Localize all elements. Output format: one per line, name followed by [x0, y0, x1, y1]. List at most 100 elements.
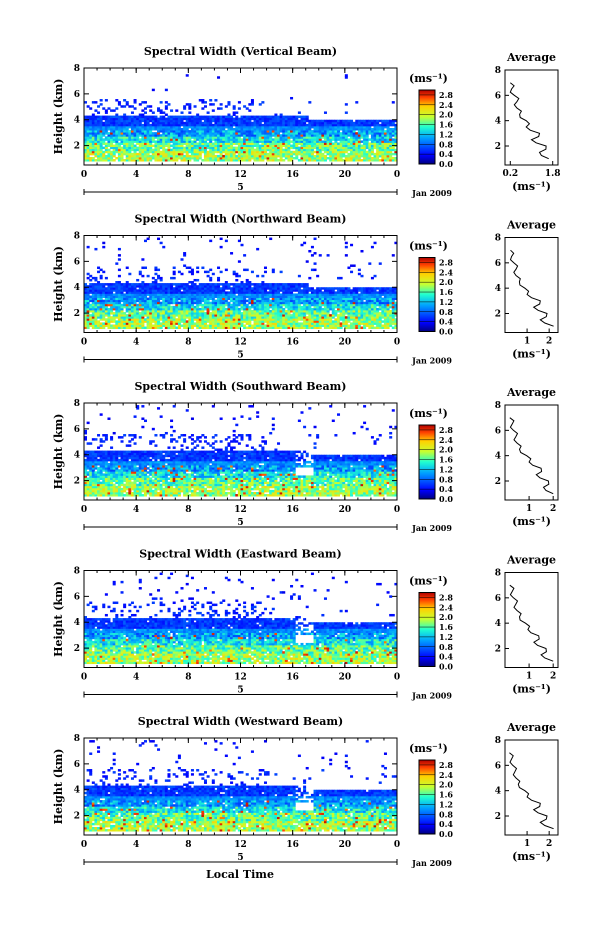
- heatmap-cell: [110, 320, 114, 323]
- heatmap-cell: [198, 283, 202, 286]
- heatmap-cell: [282, 293, 286, 296]
- heatmap-cell: [164, 322, 168, 325]
- heatmap-cell: [266, 146, 270, 150]
- heatmap-cell: [104, 301, 108, 305]
- heatmap-cell: [177, 289, 181, 292]
- heatmap-cell: [201, 115, 205, 119]
- heatmap-cell: [214, 301, 218, 305]
- heatmap-cell: [355, 128, 359, 131]
- heatmap-cell: [290, 295, 294, 298]
- heatmap-cell: [203, 142, 207, 145]
- panel-2: Spectral Width (Northward Beam)0 4 8 12 16 20…: [52, 213, 559, 366]
- heatmap-cell: [378, 134, 382, 137]
- heatmap-cell: [282, 142, 286, 145]
- heatmap-cell: [99, 130, 103, 133]
- heatmap-cell: [138, 134, 142, 137]
- heatmap-cell: [305, 144, 309, 148]
- heatmap-cell: [313, 310, 317, 313]
- heatmap-cell: [271, 130, 275, 133]
- heatmap-cell: [130, 303, 134, 307]
- heatmap-cell: [138, 285, 142, 288]
- heatmap-cell: [170, 301, 174, 305]
- heatmap-cell: [230, 310, 234, 313]
- heatmap-cell: [269, 121, 273, 125]
- heatmap-cell: [274, 301, 278, 305]
- heatmap-cell: [279, 121, 283, 125]
- heatmap-cell: [347, 156, 351, 160]
- heatmap-cell: [240, 125, 244, 129]
- heatmap-cell: [133, 291, 137, 294]
- heatmap-cell: [258, 314, 262, 317]
- heatmap-cell: [303, 142, 307, 145]
- heatmap-cell: [279, 117, 283, 121]
- heatmap-cell: [133, 99, 137, 102]
- heatmap-cell: [151, 281, 155, 284]
- heatmap-cell: [350, 312, 354, 315]
- heatmap-cell: [203, 270, 207, 274]
- heatmap-cell: [355, 123, 359, 127]
- heatmap-cell: [237, 152, 241, 156]
- heatmap-cell: [209, 295, 213, 298]
- heatmap-cell: [295, 307, 299, 311]
- heatmap-cell: [240, 291, 244, 294]
- heatmap-cell: [151, 119, 155, 123]
- heatmap-cell: [115, 107, 119, 110]
- heatmap-cell: [86, 142, 90, 145]
- heatmap-cell: [151, 115, 155, 119]
- heatmap-cell: [120, 316, 124, 319]
- heatmap-cell: [123, 99, 127, 102]
- heatmap-cell: [243, 105, 247, 108]
- heatmap-cell: [297, 134, 301, 137]
- heatmap-cell: [326, 146, 330, 150]
- heatmap-cell: [154, 144, 158, 148]
- heatmap-cell: [130, 119, 134, 123]
- heatmap-cell: [214, 283, 218, 286]
- heatmap-cell: [282, 152, 286, 156]
- heatmap-cell: [196, 303, 200, 307]
- heatmap-cell: [136, 136, 140, 139]
- heatmap-cell: [243, 293, 247, 296]
- heatmap-cell: [274, 150, 278, 154]
- heatmap-cell: [117, 291, 121, 294]
- heatmap-cell: [310, 287, 314, 290]
- heatmap-cell: [110, 312, 114, 315]
- heatmap-cell: [373, 119, 377, 123]
- heatmap-cell: [94, 299, 98, 303]
- heatmap-cell: [146, 119, 150, 123]
- heatmap-cell: [258, 119, 262, 123]
- heatmap-cell: [303, 297, 307, 301]
- heatmap-cell: [170, 305, 174, 309]
- heatmap-cell: [196, 115, 200, 119]
- heatmap-cell: [198, 307, 202, 311]
- heatmap-cell: [84, 305, 88, 309]
- heatmap-cell: [321, 152, 325, 156]
- heatmap-cell: [227, 318, 231, 321]
- heatmap-cell: [84, 318, 88, 321]
- heatmap-cell: [300, 283, 304, 286]
- heatmap-cell: [266, 144, 270, 148]
- heatmap-cell: [91, 295, 95, 298]
- heatmap-cell: [303, 146, 307, 150]
- heatmap-cell: [290, 310, 294, 313]
- heatmap-cell: [295, 119, 299, 123]
- heatmap-cell: [154, 278, 158, 282]
- heatmap-cell: [104, 125, 108, 129]
- heatmap-cell: [190, 316, 194, 319]
- heatmap-cell: [316, 138, 320, 141]
- heatmap-cell: [222, 146, 226, 150]
- heatmap-cell: [172, 324, 176, 327]
- heatmap-cell: [196, 312, 200, 315]
- heatmap-cell: [99, 132, 103, 135]
- heatmap-cell: [175, 121, 179, 125]
- heatmap-cell: [373, 156, 377, 160]
- heatmap-cell: [224, 307, 228, 311]
- heatmap-cell: [149, 148, 153, 152]
- heatmap-cell: [151, 289, 155, 292]
- heatmap-cell: [344, 316, 348, 319]
- heatmap-cell: [110, 150, 114, 154]
- heatmap-cell: [211, 154, 215, 158]
- heatmap-cell: [112, 326, 116, 330]
- heatmap-cell: [222, 128, 226, 131]
- heatmap-cell: [185, 295, 189, 298]
- heatmap-cell: [284, 138, 288, 141]
